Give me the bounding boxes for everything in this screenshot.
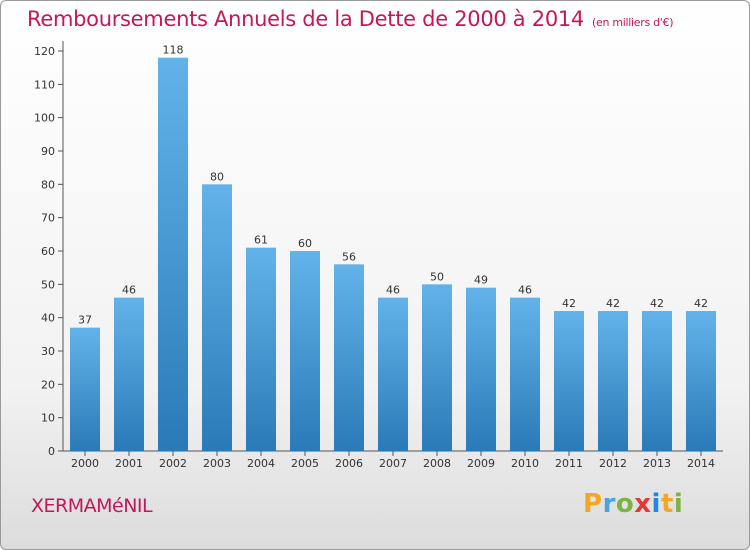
x-tick-label: 2004	[247, 457, 275, 470]
bar	[554, 311, 584, 451]
data-label: 61	[254, 234, 268, 247]
chart-title: Remboursements Annuels de la Dette de 20…	[27, 7, 673, 31]
logo-letter: P	[583, 489, 603, 519]
y-tick-label: 20	[41, 378, 55, 391]
data-label: 42	[650, 297, 664, 310]
x-tick-label: 2010	[511, 457, 539, 470]
data-label: 118	[163, 44, 184, 57]
data-label: 56	[342, 250, 356, 263]
x-tick-label: 2001	[115, 457, 143, 470]
x-tick-label: 2007	[379, 457, 407, 470]
x-tick-label: 2012	[599, 457, 627, 470]
bar	[686, 311, 716, 451]
x-tick-label: 2008	[423, 457, 451, 470]
bar	[510, 297, 540, 451]
bar	[422, 284, 452, 451]
x-tick-label: 2002	[159, 457, 187, 470]
x-tick-label: 2009	[467, 457, 495, 470]
x-tick-label: 2013	[643, 457, 671, 470]
bar	[246, 247, 276, 451]
x-tick-label: 2003	[203, 457, 231, 470]
y-tick-label: 70	[41, 212, 55, 225]
logo-letter: x	[634, 489, 652, 519]
bar	[202, 184, 232, 452]
logo-letter: r	[602, 489, 616, 519]
data-label: 50	[430, 270, 444, 283]
logo-letter: t	[660, 489, 674, 519]
x-tick-label: 2000	[71, 457, 99, 470]
logo-letter: i	[651, 489, 661, 519]
x-tick-label: 2011	[555, 457, 583, 470]
y-tick-label: 30	[41, 345, 55, 358]
bar	[158, 57, 188, 452]
bar	[378, 297, 408, 451]
y-tick-label: 10	[41, 412, 55, 425]
y-tick-label: 40	[41, 312, 55, 325]
commune-name: XERMAMéNIL	[31, 495, 153, 517]
chart-title-text: Remboursements Annuels de la Dette de 20…	[27, 7, 584, 31]
bar	[290, 251, 320, 451]
data-label: 46	[386, 284, 400, 297]
x-tick-label: 2014	[687, 457, 715, 470]
data-label: 37	[78, 314, 92, 327]
bar	[466, 287, 496, 451]
data-label: 80	[210, 170, 224, 183]
data-label: 42	[606, 297, 620, 310]
y-tick-label: 90	[41, 145, 55, 158]
bar	[642, 311, 672, 451]
bar	[70, 327, 100, 451]
x-tick-label: 2006	[335, 457, 363, 470]
data-label: 46	[122, 284, 136, 297]
logo-letter: i	[673, 489, 684, 519]
data-label: 42	[694, 297, 708, 310]
y-tick-label: 80	[41, 178, 55, 191]
y-tick-label: 60	[41, 245, 55, 258]
data-label: 49	[474, 274, 488, 287]
data-label: 42	[562, 297, 576, 310]
bar	[598, 311, 628, 451]
logo-letter: o	[615, 489, 635, 519]
data-label: 60	[298, 237, 312, 250]
bar	[114, 297, 144, 451]
bar	[334, 264, 364, 451]
y-tick-label: 0	[48, 445, 55, 458]
x-tick-label: 2005	[291, 457, 319, 470]
proxiti-logo: Proxiti	[583, 489, 683, 519]
data-label: 46	[518, 284, 532, 297]
y-tick-label: 110	[34, 78, 55, 91]
y-tick-label: 100	[34, 112, 55, 125]
y-tick-label: 50	[41, 278, 55, 291]
chart-subtitle: (en milliers d'€)	[592, 16, 674, 29]
y-tick-label: 120	[34, 45, 55, 58]
